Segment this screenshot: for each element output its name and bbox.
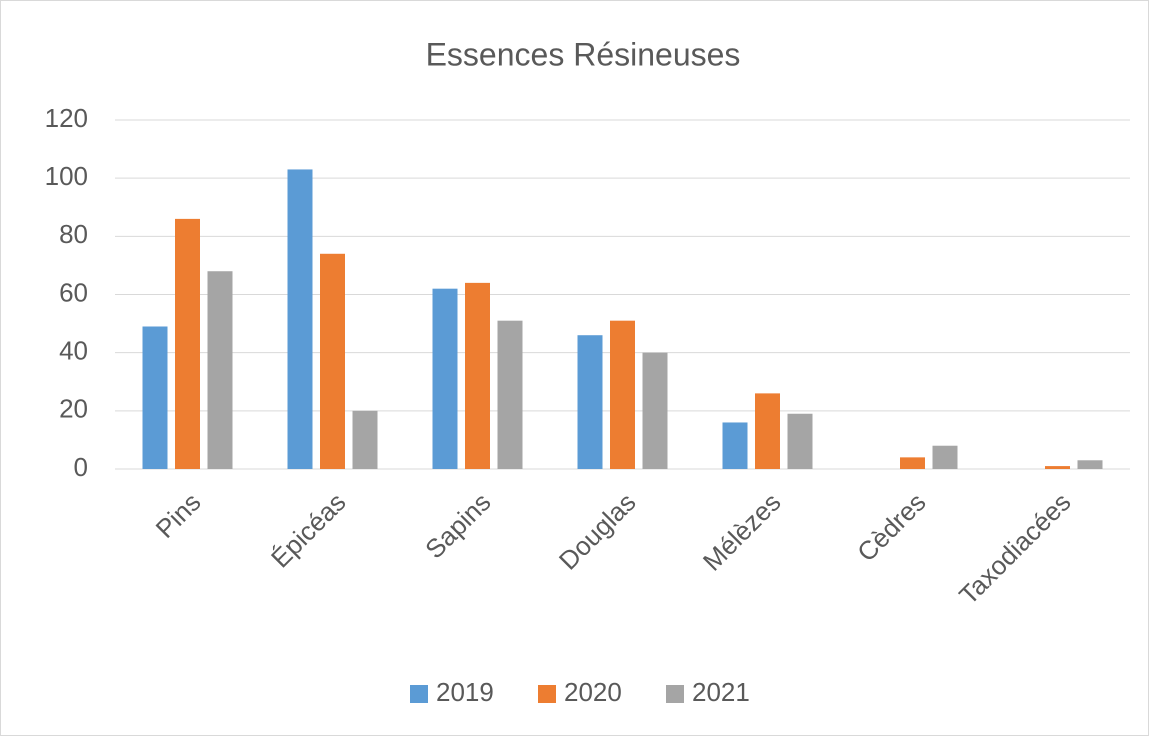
bar <box>1045 466 1070 469</box>
legend-label: 2020 <box>564 677 622 707</box>
bar <box>352 410 378 469</box>
bar <box>787 413 813 469</box>
bar <box>142 326 168 469</box>
bar <box>1077 460 1103 469</box>
bar <box>932 445 958 469</box>
bar <box>207 271 233 469</box>
bar <box>320 253 345 469</box>
bar <box>610 320 635 469</box>
y-tick-label: 0 <box>74 452 88 482</box>
y-tick-label: 80 <box>59 219 88 249</box>
bar <box>577 335 603 469</box>
bar <box>642 352 668 469</box>
y-tick-label: 20 <box>59 394 88 424</box>
chart-title: Essences Résineuses <box>426 36 741 72</box>
y-tick-label: 40 <box>59 336 88 366</box>
bar <box>722 422 748 469</box>
y-tick-label: 60 <box>59 277 88 307</box>
legend-label: 2021 <box>692 677 750 707</box>
legend-swatch <box>410 685 428 703</box>
bar <box>900 457 925 469</box>
y-tick-label: 100 <box>45 161 88 191</box>
bar <box>287 169 313 470</box>
legend-swatch <box>666 685 684 703</box>
bar <box>755 393 780 469</box>
bar <box>432 288 458 469</box>
bar <box>497 320 523 469</box>
y-tick-label: 120 <box>45 103 88 133</box>
bar <box>175 218 200 469</box>
legend-swatch <box>538 685 556 703</box>
legend-label: 2019 <box>436 677 494 707</box>
bar <box>465 282 490 469</box>
